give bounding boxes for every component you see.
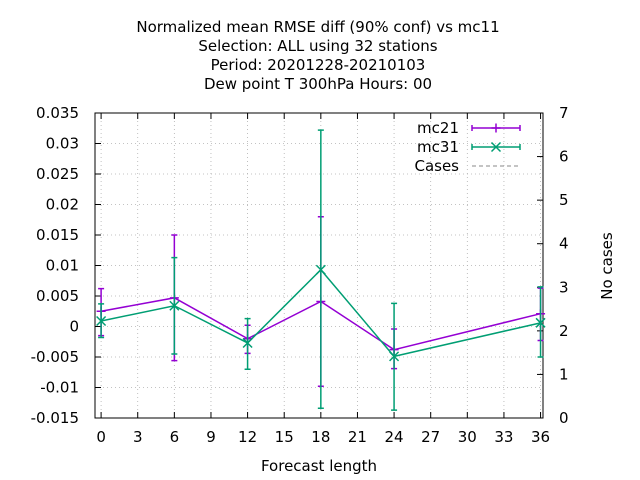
y2-tick-label: 6 (559, 148, 569, 166)
x-tick-label: 12 (238, 428, 257, 446)
grid (95, 113, 543, 418)
legend-marker (491, 123, 501, 133)
series-mc31 (96, 129, 546, 411)
x-tick-label: 3 (133, 428, 143, 446)
data-point-mc31 (535, 317, 546, 328)
x-tick-label: 6 (170, 428, 180, 446)
data-point-mc31 (96, 315, 107, 327)
y-tick-label: 0.015 (36, 226, 79, 244)
y-axis: -0.015 -0.01 -0.005 0 0.005 0.01 0.015 0.02 0.02… (31, 104, 101, 427)
data-point-mc31 (169, 300, 180, 311)
legend-entry-Cases: Cases (414, 157, 520, 175)
legend-label: mc31 (417, 138, 459, 156)
y2-axis-label: No cases (598, 232, 616, 300)
y-tick-label: 0.025 (36, 165, 79, 183)
data-point-mc31 (389, 351, 400, 362)
x-tick-label: 24 (385, 428, 404, 446)
x-tick-label: 27 (421, 428, 440, 446)
y2-tick-label: 0 (559, 409, 569, 427)
x-tick-label: 0 (96, 428, 106, 446)
y-tick-label: -0.01 (40, 379, 79, 397)
x-tick-label: 18 (311, 428, 330, 446)
y2-tick-label: 3 (559, 278, 569, 296)
x-tick-label: 36 (531, 428, 550, 446)
y2-tick-label: 7 (559, 104, 569, 122)
y-tick-label: 0.02 (46, 196, 79, 214)
legend-label: mc21 (417, 119, 459, 137)
legend-label: Cases (414, 157, 459, 175)
y2-axis: 0 1 2 3 4 5 6 7 (537, 104, 569, 427)
y-tick-label: 0.03 (46, 135, 79, 153)
y2-tick-label: 4 (559, 235, 569, 253)
x-tick-label: 9 (206, 428, 216, 446)
series-line-mc21 (100, 297, 541, 351)
x-tick-label: 33 (494, 428, 513, 446)
chart-title: Normalized mean RMSE diff (90% conf) vs … (136, 18, 499, 93)
y-tick-label: -0.015 (31, 409, 79, 427)
x-axis: 0 3 6 9 12 15 18 21 24 27 30 33 36 (96, 113, 550, 446)
data-point-mc31 (242, 337, 253, 349)
x-tick-label: 21 (348, 428, 367, 446)
title-line-4: Dew point T 300hPa Hours: 00 (204, 75, 432, 93)
y-tick-label: -0.005 (31, 348, 79, 366)
y-tick-label: 0.035 (36, 104, 79, 122)
legend-entry-mc31: mc31 (417, 138, 521, 156)
legend-marker (490, 141, 502, 153)
x-axis-label: Forecast length (261, 457, 377, 475)
legend-entry-mc21: mc21 (417, 119, 521, 137)
y2-tick-label: 1 (559, 365, 569, 383)
x-tick-label: 15 (275, 428, 294, 446)
y2-tick-label: 2 (559, 322, 569, 340)
series-line-mc31 (100, 268, 541, 358)
title-line-1: Normalized mean RMSE diff (90% conf) vs … (136, 18, 499, 36)
y-tick-label: 0.01 (46, 257, 79, 275)
y-tick-label: 0.005 (36, 287, 79, 305)
x-tick-label: 30 (458, 428, 477, 446)
title-line-2: Selection: ALL using 32 stations (198, 37, 437, 55)
data-point-mc31 (315, 264, 326, 275)
series-layer (96, 129, 546, 411)
y-tick-label: 0 (69, 318, 79, 336)
title-line-3: Period: 20201228-20210103 (211, 56, 426, 74)
y2-tick-label: 5 (559, 191, 569, 209)
